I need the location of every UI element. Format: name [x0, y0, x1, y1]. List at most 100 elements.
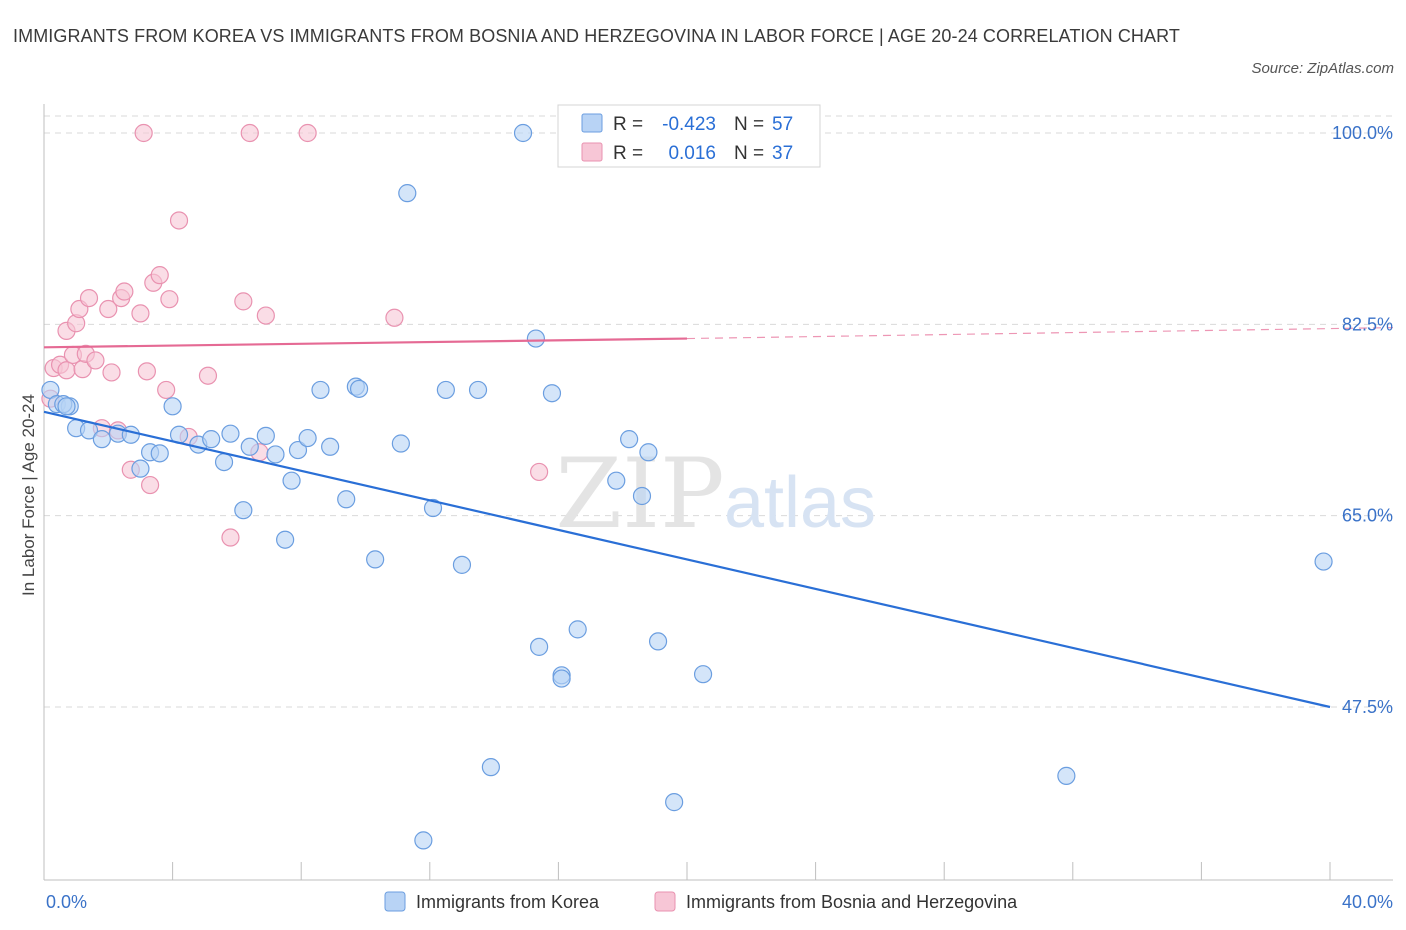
korea-point: [530, 637, 549, 656]
y-tick-label: 100.0%: [1332, 123, 1393, 143]
korea-point: [288, 440, 308, 460]
korea-point: [452, 555, 472, 574]
korea-point: [57, 397, 76, 416]
y-tick-label: 47.5%: [1342, 697, 1393, 717]
korea-point: [256, 426, 275, 445]
bosnia-point: [57, 361, 76, 380]
bosnia-r-value: 0.016: [668, 143, 716, 164]
y-tick-label: 82.5%: [1342, 314, 1393, 334]
chart-title: IMMIGRANTS FROM KOREA VS IMMIGRANTS FROM…: [13, 26, 1180, 46]
bosnia-point: [240, 123, 259, 143]
korea-point: [436, 380, 455, 400]
y-tick-labels: 100.0% 82.5% 65.0% 47.5%: [1332, 123, 1393, 717]
korea-point: [607, 471, 626, 490]
series-korea-points: [41, 123, 1333, 850]
korea-legend-swatch: [384, 891, 406, 912]
korea-point: [337, 490, 356, 509]
korea-point: [202, 430, 221, 449]
stats-legend: R = -0.423 N = 57 R = 0.016 N = 37: [557, 104, 821, 168]
korea-stats-swatch: [581, 113, 603, 133]
korea-point: [298, 428, 317, 448]
korea-point: [542, 384, 562, 403]
korea-trend-line: [43, 410, 1331, 709]
korea-point: [481, 758, 500, 777]
korea-point: [131, 459, 150, 478]
korea-point: [526, 329, 545, 348]
korea-point: [620, 430, 639, 449]
watermark: ZIP atlas: [555, 438, 876, 550]
watermark-atlas: atlas: [724, 463, 876, 543]
bosnia-point: [234, 292, 253, 311]
korea-point: [349, 379, 369, 398]
korea-r-label: R =: [613, 114, 643, 135]
gridlines: [44, 115, 1393, 708]
x-tick-label: 40.0%: [1342, 892, 1393, 912]
korea-point: [468, 380, 488, 400]
bosnia-point: [137, 362, 156, 381]
bosnia-legend-swatch: [654, 891, 676, 912]
korea-point: [282, 471, 301, 490]
korea-point: [240, 437, 259, 456]
bosnia-point: [115, 282, 134, 301]
korea-point: [366, 550, 385, 569]
korea-point: [648, 632, 668, 651]
korea-point: [311, 380, 330, 400]
bosnia-point: [99, 299, 118, 319]
bosnia-legend-label: Immigrants from Bosnia and Herzegovina: [686, 892, 1018, 912]
bosnia-point: [134, 123, 153, 143]
korea-n-label: N =: [734, 114, 764, 135]
bosnia-point: [298, 123, 317, 143]
korea-point: [1057, 766, 1076, 785]
korea-point: [398, 184, 417, 203]
korea-point: [632, 486, 652, 506]
bosnia-point: [86, 351, 105, 370]
korea-point: [391, 434, 410, 453]
x-tick-label: 0.0%: [46, 892, 87, 912]
bosnia-point: [102, 363, 121, 382]
y-tick-label: 65.0%: [1342, 506, 1393, 526]
korea-point: [1314, 552, 1333, 571]
x-tick-labels: 0.0% 40.0%: [46, 892, 1393, 912]
series-legend: Immigrants from Korea Immigrants from Bo…: [384, 891, 1018, 912]
bosnia-r-label: R =: [613, 143, 643, 164]
bosnia-point: [221, 528, 240, 547]
korea-point: [214, 452, 234, 472]
korea-point: [552, 669, 571, 688]
axes: [43, 104, 1393, 881]
korea-point: [92, 430, 111, 449]
korea-point: [639, 443, 658, 462]
korea-point: [665, 793, 684, 812]
korea-point: [121, 425, 140, 444]
bosnia-point: [530, 462, 549, 482]
bosnia-point: [169, 211, 189, 230]
bosnia-point: [79, 288, 99, 308]
bosnia-trend-extension: [686, 327, 1394, 340]
korea-r-value: -0.423: [662, 114, 716, 135]
bosnia-point: [160, 290, 179, 309]
source-label: Source: ZipAtlas.com: [1251, 60, 1394, 77]
bosnia-point: [150, 266, 169, 285]
korea-point: [423, 498, 443, 518]
bosnia-point: [256, 306, 275, 325]
bosnia-point: [131, 304, 150, 323]
bosnia-trend-line: [43, 337, 688, 349]
korea-point: [221, 424, 240, 443]
korea-point: [150, 444, 169, 463]
korea-point: [163, 397, 182, 416]
korea-legend-label: Immigrants from Korea: [416, 892, 600, 912]
bosnia-point: [140, 475, 160, 495]
korea-point: [414, 831, 433, 850]
bosnia-point: [385, 308, 404, 327]
korea-n-value: 57: [772, 114, 793, 135]
korea-point: [276, 530, 295, 549]
bosnia-n-value: 37: [772, 143, 793, 164]
korea-point: [234, 501, 253, 520]
y-axis-title: In Labor Force | Age 20-24: [19, 394, 38, 596]
bosnia-point: [198, 366, 218, 385]
korea-point: [568, 620, 587, 639]
bosnia-stats-swatch: [581, 142, 603, 162]
trend-lines: [43, 327, 1394, 709]
korea-point: [513, 123, 533, 143]
korea-point: [693, 665, 713, 684]
